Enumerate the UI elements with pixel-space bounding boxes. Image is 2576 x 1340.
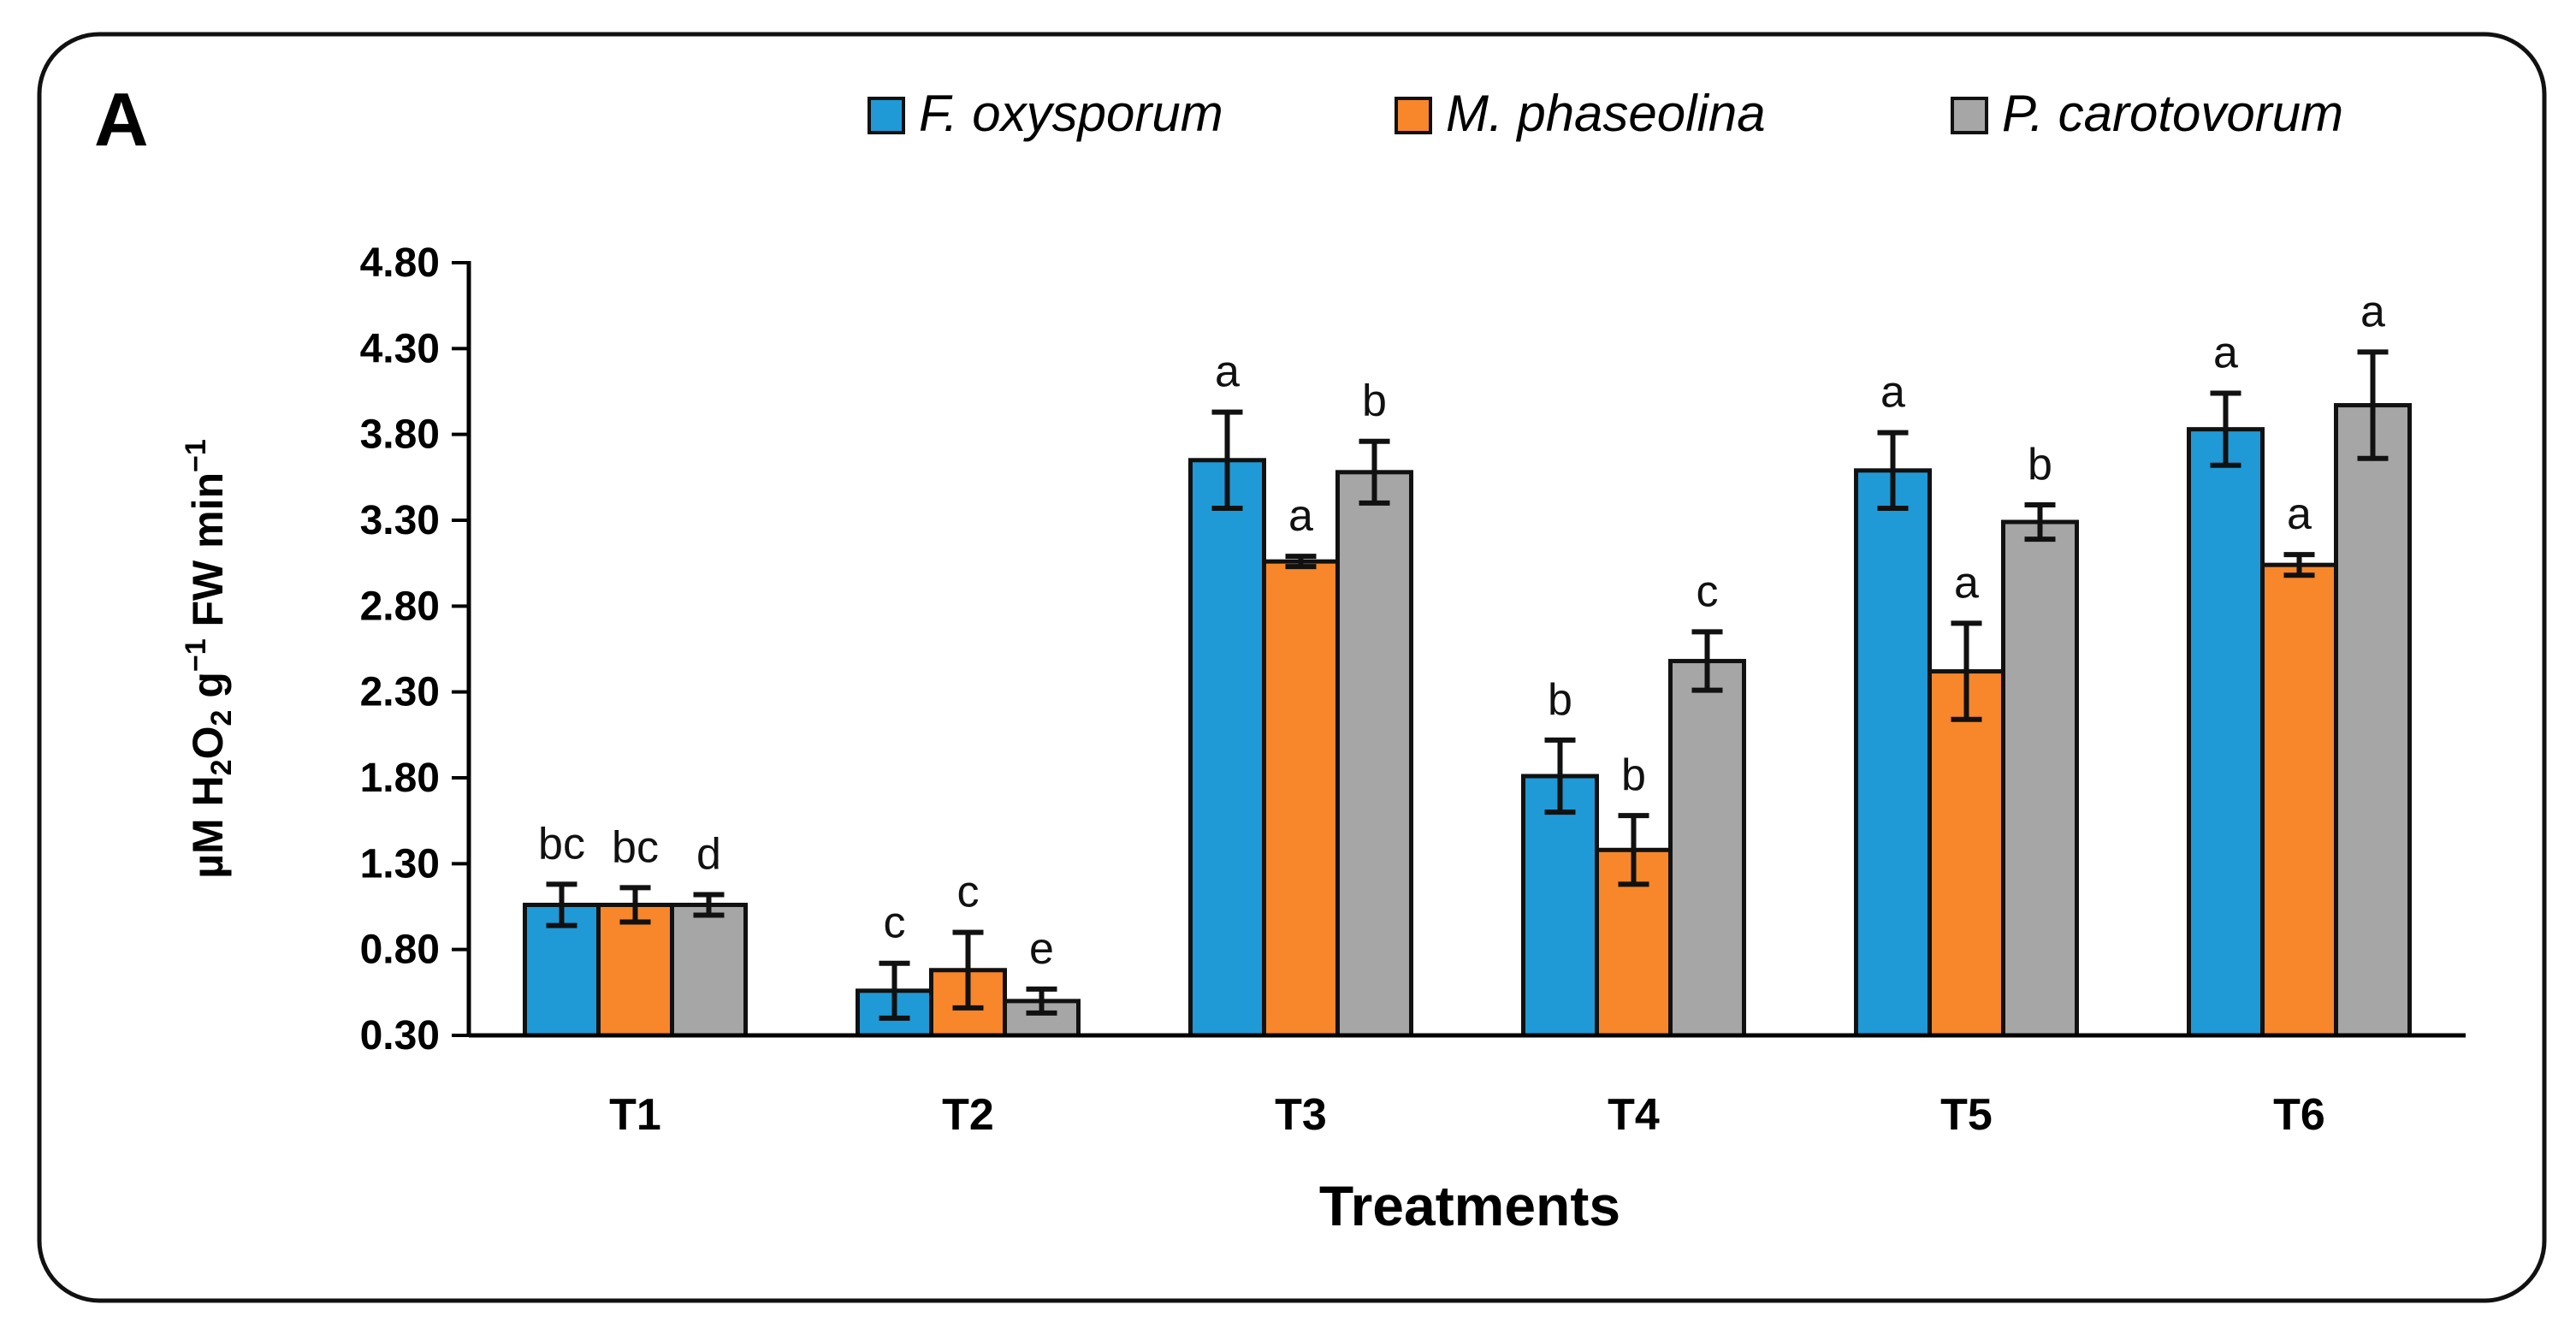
significance-letter: b [1621,750,1646,800]
significance-letter: a [2360,287,2385,336]
axes [466,261,2466,1038]
bar [2187,427,2265,1038]
legend-label: M. phaseolina [1446,85,1766,142]
significance-letter: a [1288,491,1313,541]
bar [596,902,674,1038]
x-tick-label: T2 [942,1090,994,1140]
significance-letter: d [696,829,721,879]
significance-letter: b [2028,440,2052,489]
bar [1335,470,1413,1038]
significance-letter: b [1362,377,1387,426]
legend: F. oxysporum M. phaseolina P. carotovorum [868,85,2343,142]
y-label-prefix: µM H [184,775,232,878]
significance-letter: c [1697,566,1719,616]
x-tick-label: T4 [1608,1090,1660,1140]
significance-letter: a [1880,368,1905,418]
y-label-sup1: −1 [180,638,212,672]
panel-label: A [94,77,149,162]
y-axis-ticks: 0.30 0.80 1.30 1.80 2.30 2.80 3.30 3.80 4.30 4.80 [360,240,469,1058]
bar [2334,403,2412,1038]
y-label-sub1: 2 [205,759,238,775]
bar [2001,519,2079,1038]
y-tick-label: 2.80 [360,584,440,629]
legend-swatch [1395,97,1432,134]
significance-letter: c [884,898,906,948]
significance-letter: b [1548,675,1572,725]
bar [1854,468,1932,1038]
y-tick-label: 4.30 [360,326,440,371]
y-axis-label: µM H2O2 g−1 FW min−1 [180,439,238,879]
significance-letter: a [2287,489,2312,539]
y-tick-label: 4.80 [360,240,440,286]
bar [670,902,748,1038]
y-label-sup2: −1 [180,439,212,472]
y-tick-label: 3.30 [360,498,440,543]
legend-label: P. carotovorum [2002,85,2343,142]
y-tick-label: 2.30 [360,670,440,715]
y-tick-label: 1.80 [360,756,440,801]
x-tick-label: T5 [1940,1090,1993,1140]
legend-swatch [868,97,905,134]
x-tick-label: T3 [1275,1090,1327,1140]
significance-letter: bc [612,822,659,872]
bar [1928,669,2005,1038]
significance-letter: c [957,868,980,917]
x-axis-label: Treatments [1319,1174,1620,1237]
significance-letter: bc [538,819,585,869]
svg-text:µM H2O2 g−1 FW min−1: µM H2O2 g−1 FW min−1 [180,439,238,879]
x-axis-ticks: T1 T2 T3 T4 T5 T6 [609,1090,2325,1140]
significance-letter: e [1029,924,1054,974]
bar [2260,562,2338,1038]
y-label-mid1: O [184,726,232,760]
bar [1668,659,1746,1038]
legend-label: F. oxysporum [919,85,1223,142]
bar [1521,774,1599,1038]
x-tick-label: T1 [609,1090,661,1140]
bar [1262,559,1340,1038]
y-label-mid3: FW min [184,472,232,638]
y-tick-label: 3.80 [360,412,440,458]
bar [1188,458,1266,1038]
y-tick-label: 1.30 [360,841,440,886]
x-tick-label: T6 [2273,1090,2325,1140]
y-tick-label: 0.30 [360,1013,440,1058]
y-label-sub2: 2 [205,710,238,726]
significance-letter: a [1215,347,1240,397]
y-tick-label: 0.80 [360,928,440,973]
y-label-mid2: g [184,672,232,709]
significance-letter: a [2213,329,2238,378]
legend-swatch [1951,97,1988,134]
significance-letter: a [1954,558,1979,608]
